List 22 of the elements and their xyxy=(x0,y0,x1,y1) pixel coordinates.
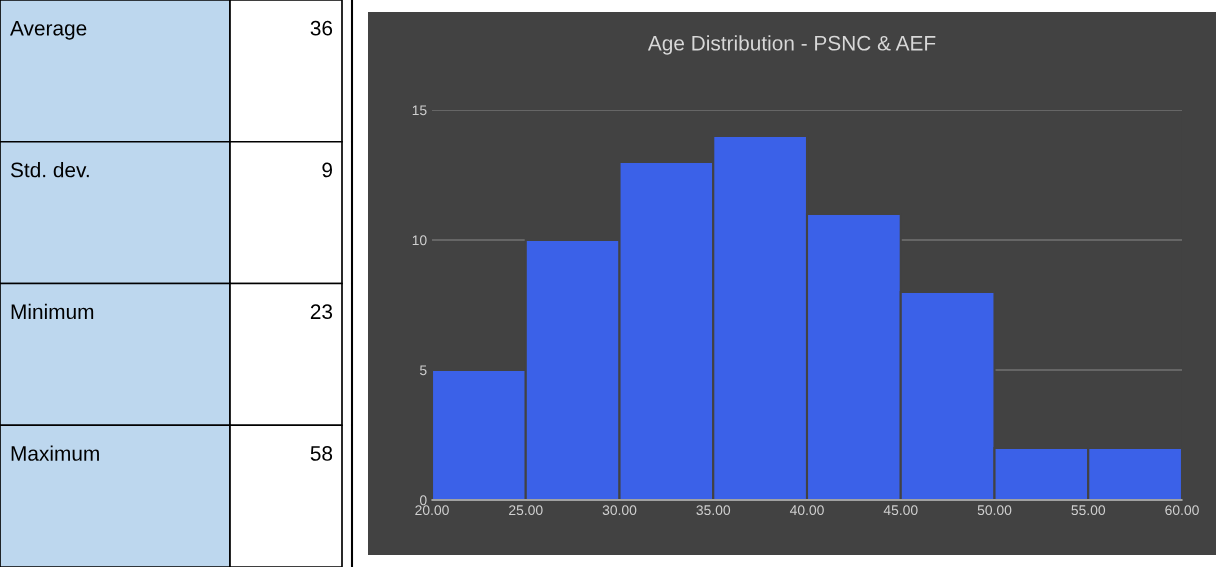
x-tick-label: 30.00 xyxy=(602,505,637,516)
x-tick-label: 60.00 xyxy=(1165,505,1199,516)
chart-title: Age Distribution - PSNC & AEF xyxy=(647,35,936,55)
text: 58 xyxy=(310,446,333,461)
y-tick-label: 5 xyxy=(419,365,427,376)
x-tick-label: 55.00 xyxy=(1071,505,1106,516)
y-tick-label: 10 xyxy=(412,235,427,246)
x-tick-label: 35.00 xyxy=(696,505,731,516)
text: 23 xyxy=(310,304,333,320)
x-tick-label: 40.00 xyxy=(789,505,824,516)
text: 36 xyxy=(310,20,333,36)
text: Std. dev. xyxy=(10,162,89,178)
x-tick-label: 20.00 xyxy=(415,505,449,516)
text: 9 xyxy=(322,162,333,178)
text: Maximum xyxy=(11,445,99,461)
y-tick-label: 15 xyxy=(412,105,427,116)
text: Minimum xyxy=(11,303,94,320)
x-tick-label: 25.00 xyxy=(509,505,543,516)
text: Average xyxy=(10,21,87,40)
y-tick-label: 0 xyxy=(419,495,427,506)
x-tick-label: 50.00 xyxy=(977,505,1012,516)
x-tick-label: 45.00 xyxy=(883,505,918,516)
